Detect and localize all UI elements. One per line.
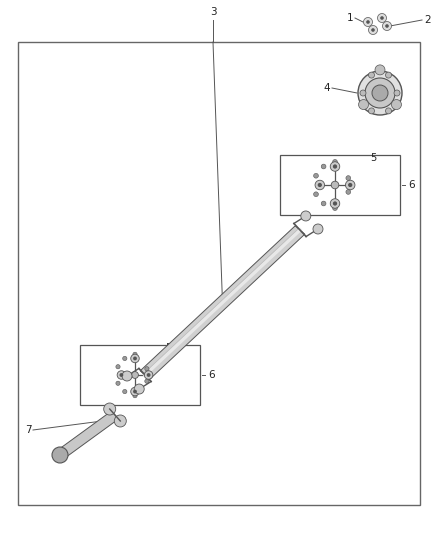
Ellipse shape <box>315 180 325 190</box>
Ellipse shape <box>301 211 311 221</box>
Ellipse shape <box>314 192 318 197</box>
Ellipse shape <box>392 100 402 110</box>
Ellipse shape <box>313 224 323 234</box>
Text: 5: 5 <box>165 343 171 353</box>
Polygon shape <box>140 226 305 379</box>
Ellipse shape <box>123 390 127 394</box>
Ellipse shape <box>123 357 127 361</box>
Ellipse shape <box>358 71 402 115</box>
Text: 6: 6 <box>208 370 215 380</box>
Ellipse shape <box>360 90 366 96</box>
Ellipse shape <box>134 384 144 394</box>
Ellipse shape <box>346 190 351 195</box>
Text: 6: 6 <box>408 180 415 190</box>
Ellipse shape <box>368 72 374 78</box>
Ellipse shape <box>114 415 126 427</box>
Ellipse shape <box>120 373 124 377</box>
Ellipse shape <box>371 28 375 32</box>
Ellipse shape <box>385 108 392 114</box>
Ellipse shape <box>346 176 351 181</box>
Text: 3: 3 <box>210 7 216 17</box>
Text: 1: 1 <box>346 13 353 23</box>
Ellipse shape <box>116 365 120 369</box>
Ellipse shape <box>385 24 389 28</box>
Text: 7: 7 <box>25 425 31 435</box>
Ellipse shape <box>52 447 68 463</box>
Ellipse shape <box>147 373 151 377</box>
Ellipse shape <box>321 164 326 169</box>
Ellipse shape <box>145 371 153 379</box>
Ellipse shape <box>133 357 137 360</box>
Ellipse shape <box>365 78 395 108</box>
Text: 4: 4 <box>323 83 330 93</box>
Ellipse shape <box>385 72 392 78</box>
Ellipse shape <box>394 90 400 96</box>
Ellipse shape <box>314 173 318 178</box>
Ellipse shape <box>382 21 392 30</box>
Ellipse shape <box>372 85 388 101</box>
Ellipse shape <box>332 159 337 164</box>
Ellipse shape <box>348 183 352 187</box>
Ellipse shape <box>330 199 340 208</box>
Ellipse shape <box>331 181 339 189</box>
Ellipse shape <box>330 161 340 171</box>
Ellipse shape <box>346 180 355 190</box>
Ellipse shape <box>104 403 116 415</box>
Ellipse shape <box>117 371 126 379</box>
Ellipse shape <box>332 206 337 211</box>
Ellipse shape <box>131 354 139 362</box>
Ellipse shape <box>145 367 149 371</box>
Ellipse shape <box>368 26 378 35</box>
Ellipse shape <box>145 379 149 383</box>
Ellipse shape <box>131 372 138 378</box>
Ellipse shape <box>333 201 337 206</box>
Ellipse shape <box>359 100 368 110</box>
Ellipse shape <box>133 393 137 398</box>
Ellipse shape <box>364 18 372 27</box>
Ellipse shape <box>133 352 137 357</box>
Bar <box>280 155 400 215</box>
Ellipse shape <box>133 390 137 393</box>
Ellipse shape <box>333 164 337 168</box>
Text: 5: 5 <box>370 153 376 163</box>
Text: 2: 2 <box>424 15 431 25</box>
Ellipse shape <box>368 108 374 114</box>
Polygon shape <box>57 411 119 459</box>
Ellipse shape <box>131 387 139 396</box>
Ellipse shape <box>375 65 385 75</box>
Ellipse shape <box>380 16 384 20</box>
Bar <box>80 345 200 405</box>
Ellipse shape <box>378 13 386 22</box>
Ellipse shape <box>321 201 326 206</box>
Ellipse shape <box>318 183 322 187</box>
Ellipse shape <box>116 381 120 385</box>
Bar <box>18 42 420 505</box>
Ellipse shape <box>122 371 132 381</box>
Ellipse shape <box>366 20 370 24</box>
